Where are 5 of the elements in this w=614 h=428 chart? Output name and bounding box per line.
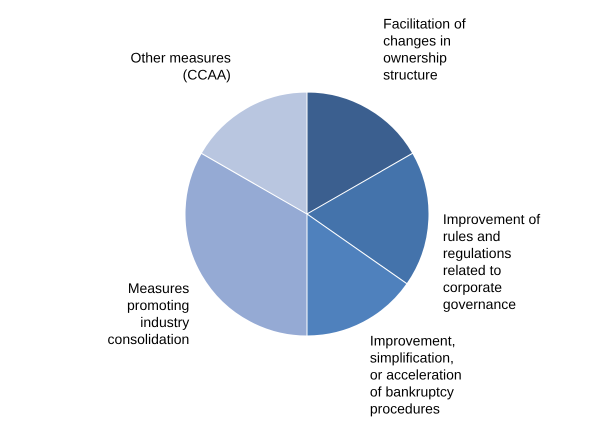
slice-label: Facilitation of changes in ownership structure xyxy=(383,15,466,82)
slice-label: Improvement, simplification, or acceleration of bankruptcy procedures xyxy=(370,332,462,417)
slice-label: Improvement of rules and regulations related to corporate governance xyxy=(442,210,540,312)
slice-label: Other measures (CCAA) xyxy=(130,49,231,82)
slice-label: Measures promoting industry consolidation xyxy=(108,280,190,348)
